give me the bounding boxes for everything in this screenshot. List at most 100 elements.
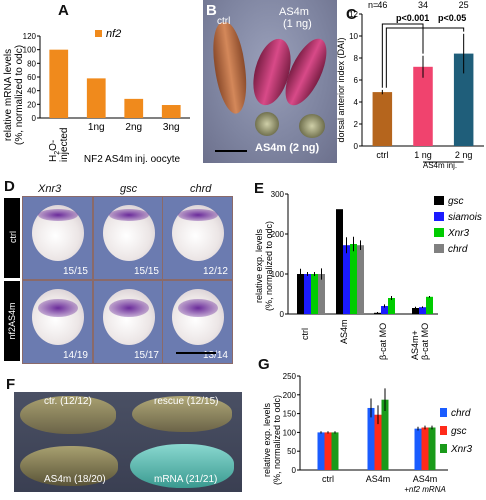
tadpole-mrna [130,444,234,488]
panel-g-legend-swatch [440,426,447,435]
panel-e-bar [336,209,343,314]
panel-e-xlabel-combo-2: β-cat MO [420,323,430,360]
panel-c-bar [453,53,474,146]
tadpole-as4m [20,446,118,486]
panel-g-chart: 0 50 100 150 200 250 relative exp. levels (%,… [262,372,473,494]
panel-e-y-tick-label: 300 [271,190,285,199]
panel-f-label-as4m: AS4m (18/20) [44,474,106,485]
scale-bar [215,150,247,152]
panel-e-xlabel-as4m: AS4m [339,319,349,344]
panel-c-x-tick-label: ctrl [376,150,388,160]
panel-e-y-tick-label: 0 [280,310,285,319]
panel-d-row-label-ctrl: ctrl [8,231,18,243]
panel-e-y-tick-label: 200 [271,230,285,239]
panel-d-count: 15/15 [133,266,159,277]
panel-d-embryo [32,205,84,261]
panel-d-stain [178,209,218,221]
panel-e-bar [343,245,350,314]
panel-e-legend-label: Xnr3 [447,228,470,239]
panel-g-y-tick-label: 250 [283,372,297,381]
panel-a-x-tick-label: 3ng [163,122,180,133]
panel-g-xlabel-rescue-2: +nf2 mRNA [404,485,446,494]
panel-c-y-tick-label: 10 [349,32,358,41]
panel-d-scale-bar [176,352,216,354]
panel-a-y-tick-label: 0 [32,114,37,123]
tadpole-ctrl [20,396,116,434]
panel-d-embryo [103,289,155,345]
panel-e-ylabel-2: (%, normalized to odc) [264,221,274,311]
panel-d-count: 14/19 [62,350,88,361]
panel-c-xgroup: AS4m inj. [423,161,457,170]
panel-g-legend-swatch [440,408,447,417]
panel-d-embryo [172,205,224,261]
panel-g-bar [331,432,339,470]
panel-a-y-tick-label: 100 [23,46,37,55]
panel-g-xlabel-ctrl: ctrl [322,474,334,484]
panel-d-stain [109,209,149,221]
panel-a-x-tick-label: 1ng [88,122,105,133]
panel-g-bar [374,414,382,470]
panel-d-embryo [172,289,224,345]
panel-c-x-tick-label: 1 ng [414,150,432,160]
panel-d-stain [38,299,78,317]
panel-d-stain [109,299,149,317]
panel-g-bar [428,427,436,470]
panel-a-legend-swatch [95,30,102,37]
panel-c-y-tick-label: 12 [349,10,358,19]
panel-a-h2o-label: H2O- [48,140,61,162]
panel-a-bar [86,78,106,118]
panel-g-bar [367,407,375,470]
panel-g-legend-label: gsc [451,426,467,437]
panel-d-cell: 14/19 [22,280,93,364]
panel-b-label-as4m-dose: (1 ng) [283,18,312,30]
panel-g-bar [317,432,325,470]
panel-e-bar [381,306,388,314]
panel-label-e: E [254,180,265,197]
panel-d-cell: 15/15 [93,196,164,280]
panel-c-y-tick-label: 8 [354,54,359,63]
panel-e-bar [419,307,426,314]
panel-c-sig1: p<0.001 [396,13,429,23]
panel-e-ylabel: relative exp. levels [254,228,264,303]
panel-d-col-label-0: Xnr3 [38,183,62,195]
panel-a-bar [49,49,69,118]
panel-label-c: C [346,6,357,23]
panel-d-count: 13/14 [202,350,228,361]
panel-e-legend-swatch [434,212,444,221]
panel-g-xlabel-rescue-1: AS4m [413,474,438,484]
panel-e-bar [311,274,318,314]
panel-a-bar [124,98,144,118]
panel-f-photo: ctr. (12/12) rescue (12/15) AS4m (18/20)… [14,392,242,492]
panel-c-y-tick-label: 0 [354,142,359,151]
panel-e-legend-label: chrd [448,244,468,255]
panel-a-bar [161,105,181,118]
panel-g-bar [421,427,429,470]
panel-a-y-tick-label: 60 [27,73,36,82]
panel-g-legend-swatch [440,444,447,453]
panel-d-cell: 12/12 [162,196,233,280]
embryo-as4m-2b [299,114,325,138]
panel-g-bar [381,399,389,470]
panel-c-sig-bracket-1 [381,23,424,88]
panel-d-stain [38,209,78,221]
panel-a-y-tick-label: 20 [27,100,36,109]
panel-c-n-value: 46 [377,0,387,10]
panel-c-sig2: p<0.05 [438,13,466,23]
panel-e-legend-swatch [434,196,444,205]
panel-g-y-tick-label: 200 [283,391,297,400]
panel-d-cell: 15/17 [93,280,164,364]
panel-g-legend-label: Xnr3 [450,444,473,455]
panel-a-h2o-label-2: injected [59,128,70,162]
panel-g-y-tick-label: 0 [292,466,297,475]
panel-g-legend-label: chrd [451,408,471,419]
panel-a-y-tick-label: 80 [27,59,36,68]
panel-label-g: G [258,356,270,373]
panel-g-y-tick-label: 100 [283,428,297,437]
panel-e-bar [357,245,364,314]
panel-e-y-tick-label: 100 [271,270,285,279]
panel-d-row-bar-ctrl [4,198,20,278]
panel-f-label-ctrl: ctr. (12/12) [44,396,92,407]
panel-e-legend-swatch [434,244,444,253]
panel-d-col-label-2: chrd [190,183,212,195]
